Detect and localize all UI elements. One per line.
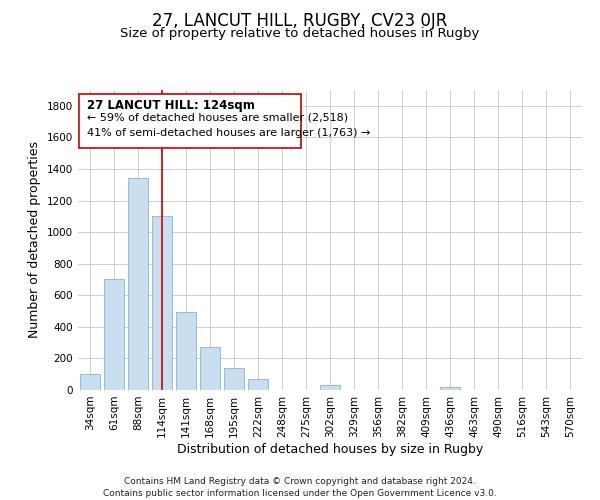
Bar <box>176 312 196 390</box>
X-axis label: Distribution of detached houses by size in Rugby: Distribution of detached houses by size … <box>177 442 483 456</box>
Bar <box>128 178 148 390</box>
Bar <box>200 346 220 390</box>
Text: 27 LANCUT HILL: 124sqm: 27 LANCUT HILL: 124sqm <box>87 98 254 112</box>
Y-axis label: Number of detached properties: Number of detached properties <box>28 142 41 338</box>
Bar <box>224 368 244 390</box>
FancyBboxPatch shape <box>79 94 301 148</box>
Text: 41% of semi-detached houses are larger (1,763) →: 41% of semi-detached houses are larger (… <box>87 128 370 138</box>
Bar <box>152 216 172 390</box>
Bar <box>80 374 100 390</box>
Text: Contains HM Land Registry data © Crown copyright and database right 2024.: Contains HM Land Registry data © Crown c… <box>124 477 476 486</box>
Bar <box>440 387 460 390</box>
Bar <box>104 280 124 390</box>
Text: Contains public sector information licensed under the Open Government Licence v3: Contains public sector information licen… <box>103 488 497 498</box>
Text: Size of property relative to detached houses in Rugby: Size of property relative to detached ho… <box>121 28 479 40</box>
Bar <box>320 386 340 390</box>
Bar <box>248 379 268 390</box>
Text: 27, LANCUT HILL, RUGBY, CV23 0JR: 27, LANCUT HILL, RUGBY, CV23 0JR <box>152 12 448 30</box>
Text: ← 59% of detached houses are smaller (2,518): ← 59% of detached houses are smaller (2,… <box>87 112 348 122</box>
